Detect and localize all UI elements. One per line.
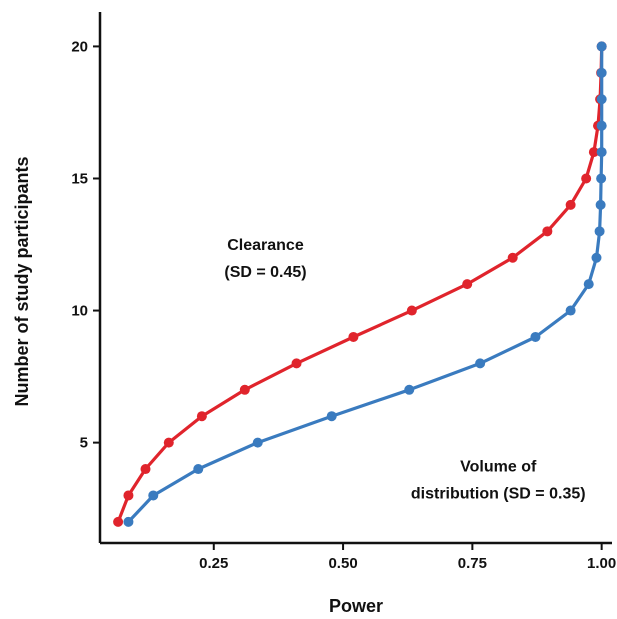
data-point <box>596 94 607 105</box>
data-point <box>140 464 151 475</box>
y-ticks: 5 10 15 20 <box>71 38 100 452</box>
plot-area: 0.25 0.50 0.75 1.00 5 10 15 20 Clearance (SD = … <box>71 12 616 572</box>
data-point <box>588 147 599 158</box>
data-point <box>123 516 134 527</box>
data-point <box>596 120 607 131</box>
series-1 <box>123 41 607 527</box>
y-tick-label: 5 <box>80 435 88 452</box>
data-point <box>406 305 417 316</box>
data-point <box>148 490 159 501</box>
data-point <box>565 305 576 316</box>
data-point <box>239 384 250 395</box>
data-point <box>291 358 302 369</box>
data-point <box>123 490 134 501</box>
data-point <box>193 464 204 475</box>
data-point <box>565 199 576 210</box>
data-point <box>596 41 607 52</box>
y-tick-label: 20 <box>71 38 88 55</box>
data-point <box>542 226 553 237</box>
y-axis-title: Number of study participants <box>12 156 32 406</box>
annotation-label: Clearance (SD = 0.45) <box>224 237 306 281</box>
x-ticks: 0.25 0.50 0.75 1.00 <box>199 543 616 572</box>
x-tick-label: 0.25 <box>199 555 228 572</box>
series-layer <box>113 41 607 527</box>
data-point <box>596 173 607 184</box>
annotation-label: Volume of distribution (SD = 0.35) <box>411 459 586 503</box>
data-point <box>594 226 605 237</box>
data-point <box>196 411 207 422</box>
data-point <box>404 384 415 395</box>
series-0 <box>113 41 607 527</box>
data-point <box>595 199 606 210</box>
annotations: Clearance (SD = 0.45) Volume of distributio… <box>224 237 585 503</box>
data-point <box>581 173 592 184</box>
data-point <box>591 252 602 263</box>
data-point <box>596 67 607 78</box>
data-point <box>252 437 263 448</box>
x-tick-label: 0.50 <box>328 555 357 572</box>
data-point <box>462 279 473 290</box>
data-point <box>475 358 486 369</box>
x-tick-label: 1.00 <box>587 555 616 572</box>
data-point <box>326 411 337 422</box>
y-tick-label: 15 <box>71 170 88 187</box>
data-point <box>530 331 541 342</box>
data-point <box>583 279 594 290</box>
y-tick-label: 10 <box>71 303 88 320</box>
data-point <box>348 331 359 342</box>
series-line <box>116 46 604 523</box>
data-point <box>163 437 174 448</box>
x-tick-label: 0.75 <box>458 555 487 572</box>
data-point <box>113 516 124 527</box>
data-point <box>596 147 607 158</box>
data-point <box>507 252 518 263</box>
x-axis-title: Power <box>329 596 383 616</box>
series-line <box>127 46 604 523</box>
